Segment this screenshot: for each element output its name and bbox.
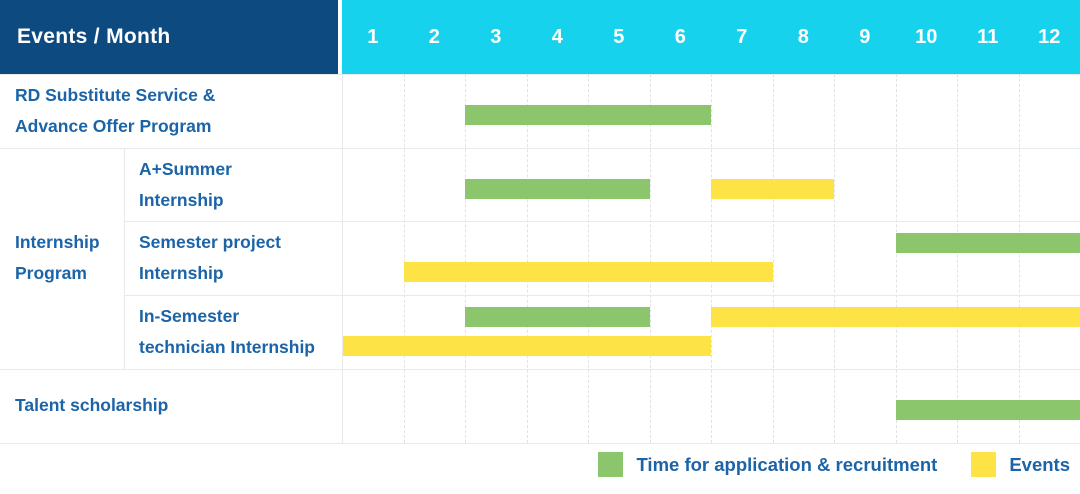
row-label-line: In-Semester: [139, 305, 240, 326]
month-label: 11: [977, 25, 999, 48]
group-label-line: Program: [15, 263, 87, 284]
gantt-bar-application: [465, 178, 650, 199]
grid-line: [0, 147, 1080, 149]
month-grid-line: [895, 74, 897, 443]
row-label-line: Semester project: [139, 232, 282, 253]
grid-line: [0, 368, 1080, 370]
month-header-strip: 1 2 3 4 5 6 7 8 9 10 11 12: [342, 0, 1080, 74]
legend: Time for application & recruitment Event…: [598, 452, 1070, 477]
month-label: 8: [797, 25, 809, 48]
row-label-line: Internship: [139, 263, 224, 284]
month-label: 12: [1038, 25, 1061, 48]
month-label: 9: [859, 25, 871, 48]
month-grid-line: [649, 74, 651, 443]
month-label: 2: [428, 25, 440, 48]
gantt-bar-application: [465, 307, 650, 328]
row-label-line: Talent scholarship: [15, 395, 169, 416]
row-label-talent-scholarship: Talent scholarship: [0, 369, 342, 443]
month-grid-line: [772, 74, 774, 443]
grid-line: [124, 147, 125, 369]
month-label: 7: [736, 25, 748, 48]
legend-item-application: Time for application & recruitment: [598, 452, 937, 477]
gantt-bar-event: [403, 262, 773, 283]
gantt-bar-application: [465, 105, 711, 125]
gantt-chart-area: [342, 74, 1080, 443]
row-label-line: RD Substitute Service &: [15, 84, 216, 105]
row-label-line: A+Summer: [139, 158, 232, 179]
month-grid-line: [526, 74, 528, 443]
month-grid-line: [1018, 74, 1020, 443]
month-grid-line: [588, 74, 589, 443]
yellow-swatch-icon: [971, 452, 997, 477]
row-label-line: Internship: [139, 189, 224, 210]
month-label: 4: [551, 25, 563, 48]
green-swatch-icon: [598, 452, 624, 477]
row-label-semester-project-internship: Semester project Internship: [124, 221, 342, 295]
grid-line: [0, 442, 1080, 444]
events-month-header-label: Events / Month: [17, 25, 171, 48]
legend-item-events: Events: [971, 452, 1070, 477]
gantt-bar-application: [895, 399, 1080, 420]
legend-label: Time for application & recruitment: [636, 453, 938, 475]
group-label-line: Internship: [15, 232, 100, 253]
month-label: 5: [613, 25, 625, 48]
row-label-in-semester-technician-internship: In-Semester technician Internship: [124, 295, 342, 369]
month-label: 6: [674, 25, 686, 48]
grid-line: [124, 295, 1080, 297]
row-label-a-summer-internship: A+Summer Internship: [124, 148, 342, 222]
month-label: 1: [367, 25, 379, 48]
month-grid-line: [711, 74, 712, 443]
month-label: 10: [915, 25, 938, 48]
group-label-internship-program: Internship Program: [0, 148, 124, 369]
row-label-rd-substitute: RD Substitute Service & Advance Offer Pr…: [0, 74, 342, 148]
gantt-bar-event: [342, 336, 711, 357]
month-grid-line: [465, 74, 466, 443]
gantt-bar-event: [711, 178, 834, 199]
grid-line: [342, 74, 343, 443]
row-label-line: technician Internship: [139, 336, 315, 357]
grid-line: [0, 74, 1080, 75]
month-label: 3: [490, 25, 502, 48]
month-grid-line: [834, 74, 835, 443]
gantt-bar-application: [895, 233, 1080, 254]
events-month-header-cell: Events / Month: [0, 0, 338, 74]
gantt-bar-event: [711, 307, 1080, 328]
grid-line: [124, 221, 1080, 223]
legend-label: Events: [1009, 453, 1070, 475]
row-label-line: Advance Offer Program: [15, 115, 212, 136]
month-grid-line: [403, 74, 405, 443]
month-grid-line: [957, 74, 958, 443]
